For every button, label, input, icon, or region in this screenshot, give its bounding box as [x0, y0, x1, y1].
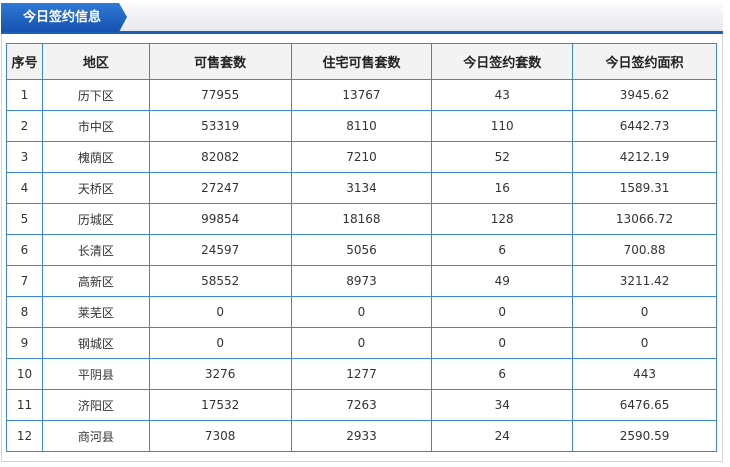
- table-cell: 莱芜区: [41, 296, 150, 328]
- table-cell: 6: [6, 234, 43, 266]
- table-cell: 52: [431, 141, 574, 173]
- table-cell: 济阳区: [41, 389, 150, 421]
- table-cell: 0: [290, 327, 433, 359]
- table-cell: 3276: [148, 358, 292, 390]
- table-cell: 82082: [148, 141, 292, 173]
- panel-title: 今日签约信息: [1, 3, 127, 32]
- table-cell: 0: [431, 327, 574, 359]
- table-cell: 3211.42: [572, 265, 717, 297]
- table-row: 12 商河县 7308 2933 24 2590.59: [6, 420, 717, 452]
- column-header: 可售套数: [148, 43, 292, 80]
- table-row: 5 历城区 99854 18168 128 13066.72: [6, 203, 717, 235]
- table-cell: 平阴县: [41, 358, 150, 390]
- table-cell: 7: [6, 265, 43, 297]
- table-cell: 18168: [290, 203, 433, 235]
- table-row: 9 钢城区 0 0 0 0: [6, 327, 717, 359]
- table-cell: 0: [148, 327, 292, 359]
- table-cell: 13066.72: [572, 203, 717, 235]
- table-cell: 历城区: [41, 203, 150, 235]
- table-cell: 7308: [148, 420, 292, 452]
- table-cell: 5: [6, 203, 43, 235]
- table-header-row: 序号 地区 可售套数 住宅可售套数 今日签约套数 今日签约面积: [6, 43, 717, 80]
- table-cell: 99854: [148, 203, 292, 235]
- table-cell: 58552: [148, 265, 292, 297]
- table-cell: 天桥区: [41, 172, 150, 204]
- column-header: 序号: [6, 43, 43, 80]
- table-cell: 钢城区: [41, 327, 150, 359]
- table-cell: 3: [6, 141, 43, 173]
- table-row: 11 济阳区 17532 7263 34 6476.65: [6, 389, 717, 421]
- table-cell: 0: [572, 327, 717, 359]
- table-cell: 11: [6, 389, 43, 421]
- table-cell: 6442.73: [572, 110, 717, 142]
- table-cell: 17532: [148, 389, 292, 421]
- table-row: 8 莱芜区 0 0 0 0: [6, 296, 717, 328]
- table-row: 2 市中区 53319 8110 110 6442.73: [6, 110, 717, 142]
- table-cell: 2: [6, 110, 43, 142]
- table-cell: 4212.19: [572, 141, 717, 173]
- table-cell: 0: [572, 296, 717, 328]
- table-cell: 110: [431, 110, 574, 142]
- table-cell: 128: [431, 203, 574, 235]
- column-header: 今日签约套数: [431, 43, 574, 80]
- table-cell: 16: [431, 172, 574, 204]
- table-cell: 24597: [148, 234, 292, 266]
- table-row: 10 平阴县 3276 1277 6 443: [6, 358, 717, 390]
- table-row: 4 天桥区 27247 3134 16 1589.31: [6, 172, 717, 204]
- table-cell: 1589.31: [572, 172, 717, 204]
- table-cell: 历下区: [41, 79, 150, 111]
- column-header: 今日签约面积: [572, 43, 717, 80]
- table-cell: 7210: [290, 141, 433, 173]
- table-cell: 43: [431, 79, 574, 111]
- table-cell: 12: [6, 420, 43, 452]
- table-row: 1 历下区 77955 13767 43 3945.62: [6, 79, 717, 111]
- table-cell: 3945.62: [572, 79, 717, 111]
- table-cell: 商河县: [41, 420, 150, 452]
- table-row: 7 高新区 58552 8973 49 3211.42: [6, 265, 717, 297]
- table-cell: 49: [431, 265, 574, 297]
- table-cell: 1277: [290, 358, 433, 390]
- table-cell: 27247: [148, 172, 292, 204]
- table-cell: 1: [6, 79, 43, 111]
- table-cell: 4: [6, 172, 43, 204]
- table-cell: 3134: [290, 172, 433, 204]
- table-cell: 24: [431, 420, 574, 452]
- signing-table: 序号 地区 可售套数 住宅可售套数 今日签约套数 今日签约面积 1 历下区 77955 1376…: [6, 43, 717, 452]
- table-cell: 0: [290, 296, 433, 328]
- table-cell: 7263: [290, 389, 433, 421]
- table-cell: 700.88: [572, 234, 717, 266]
- table-cell: 53319: [148, 110, 292, 142]
- table-cell: 6: [431, 358, 574, 390]
- table-row: 6 长清区 24597 5056 6 700.88: [6, 234, 717, 266]
- table-cell: 9: [6, 327, 43, 359]
- table-cell: 443: [572, 358, 717, 390]
- column-header: 住宅可售套数: [290, 43, 433, 80]
- table-cell: 8110: [290, 110, 433, 142]
- table-cell: 0: [431, 296, 574, 328]
- table-cell: 10: [6, 358, 43, 390]
- table-cell: 8: [6, 296, 43, 328]
- table-cell: 高新区: [41, 265, 150, 297]
- table-cell: 6: [431, 234, 574, 266]
- table-cell: 0: [148, 296, 292, 328]
- table-cell: 长清区: [41, 234, 150, 266]
- table-row: 3 槐荫区 82082 7210 52 4212.19: [6, 141, 717, 173]
- table-cell: 5056: [290, 234, 433, 266]
- table-cell: 8973: [290, 265, 433, 297]
- table-cell: 6476.65: [572, 389, 717, 421]
- table-cell: 34: [431, 389, 574, 421]
- column-header: 地区: [41, 43, 150, 80]
- table-cell: 2590.59: [572, 420, 717, 452]
- table-cell: 13767: [290, 79, 433, 111]
- table-cell: 槐荫区: [41, 141, 150, 173]
- table-cell: 77955: [148, 79, 292, 111]
- table-cell: 市中区: [41, 110, 150, 142]
- table-cell: 2933: [290, 420, 433, 452]
